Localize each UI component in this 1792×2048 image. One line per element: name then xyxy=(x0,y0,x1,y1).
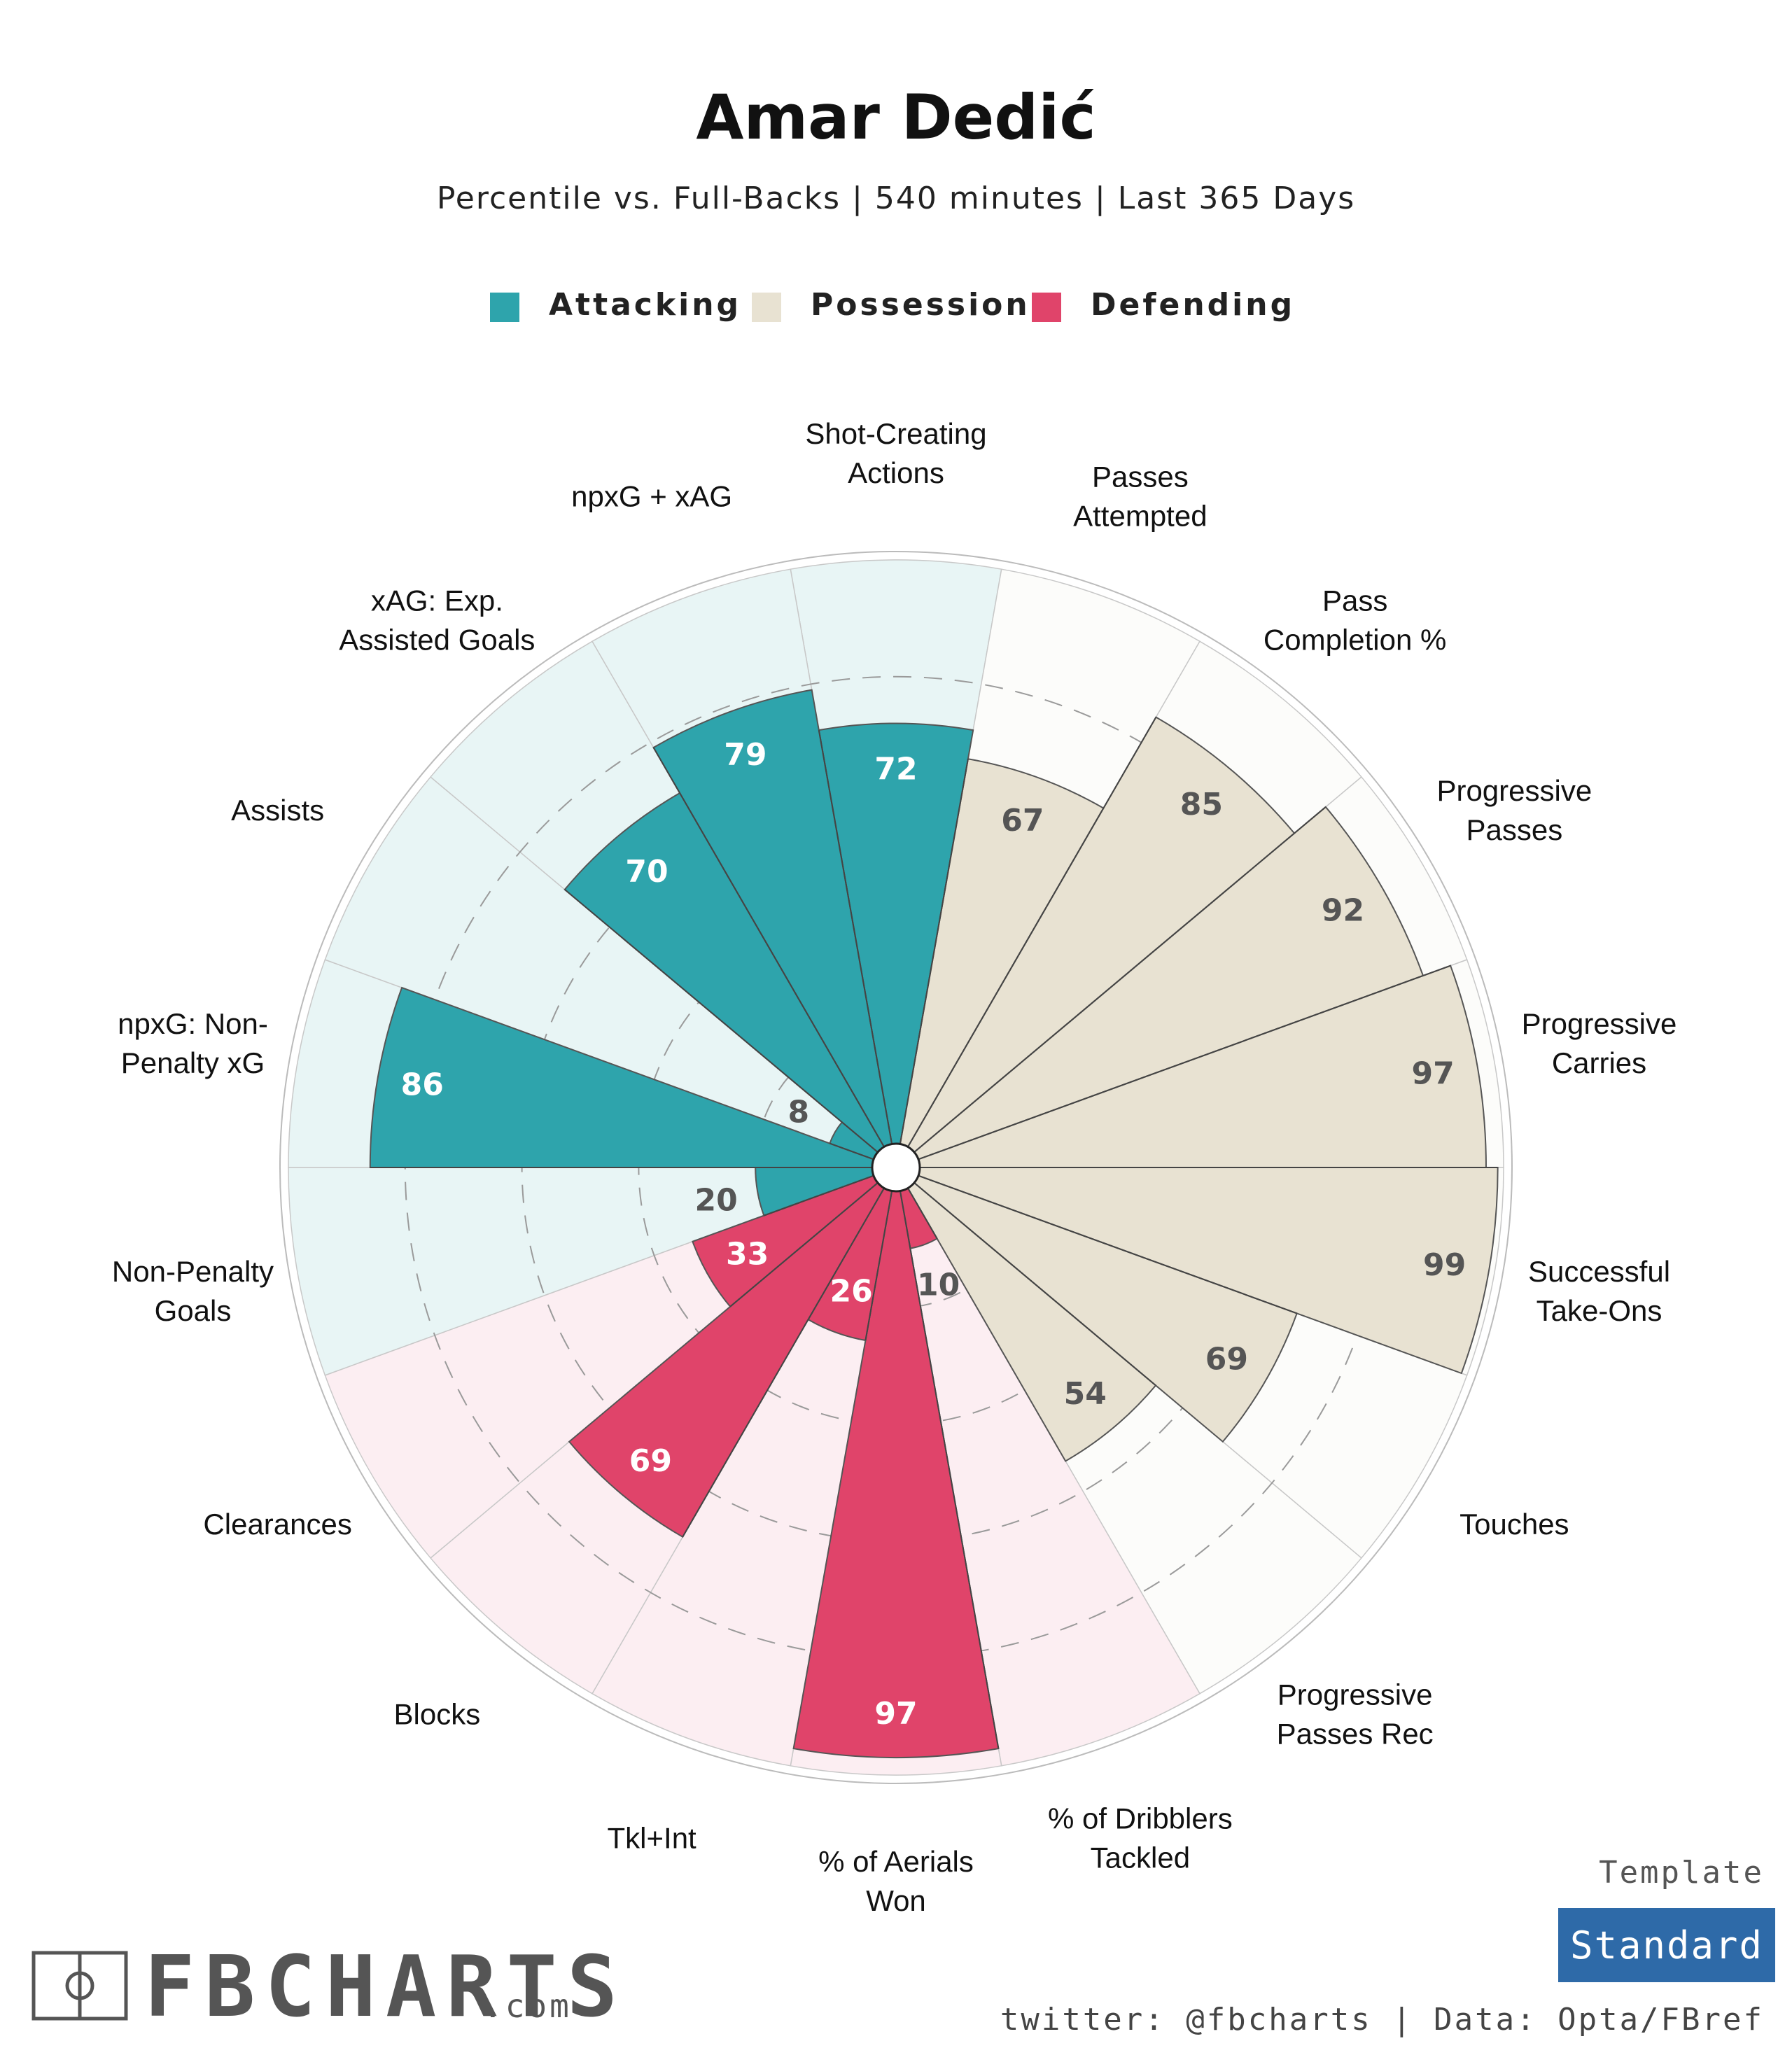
category-label: Progressive Passes xyxy=(1436,774,1592,846)
legend-label-possession: Possession xyxy=(811,287,1030,323)
value-label: 69 xyxy=(629,1443,672,1479)
outer-boundary xyxy=(279,551,1513,1784)
value-label: 97 xyxy=(874,1696,917,1732)
value-label: 67 xyxy=(1001,803,1044,839)
category-label: Pass Completion % xyxy=(1264,584,1446,657)
value-label: 86 xyxy=(401,1067,444,1103)
spoke-line xyxy=(682,1187,885,1538)
value-label: 85 xyxy=(1180,787,1223,822)
spoke-line xyxy=(918,1174,1298,1314)
spoke-line xyxy=(729,1182,878,1307)
value-label: 99 xyxy=(1423,1247,1466,1283)
spoke-line xyxy=(907,1187,938,1240)
category-label: % of Aerials Won xyxy=(818,1845,974,1917)
category-labels: Shot-Creating Actions Passes Attempted Pass C… xyxy=(112,417,1676,1917)
value-label: 8 xyxy=(788,1095,809,1130)
category-label: Touches xyxy=(1460,1508,1569,1541)
category-label: xAG: Exp. Assisted Goals xyxy=(339,584,535,657)
logo-suffix: .com xyxy=(483,1987,572,2025)
spoke-line xyxy=(818,729,893,1144)
value-labels: 72 67 85 92 97 99 69 54 10 97 26 69 33 20 86 8 70 79 xyxy=(401,737,1466,1732)
spoke-line xyxy=(913,806,1326,1153)
category-label: Assists xyxy=(231,794,324,827)
template-value: Standard xyxy=(1570,1923,1763,1968)
category-label: Non-Penalty Goals xyxy=(112,1255,274,1327)
value-label: 97 xyxy=(1412,1056,1455,1092)
logo-wordmark: FBCHARTS xyxy=(144,1939,627,2036)
category-label: Shot-Creating Actions xyxy=(805,417,986,489)
legend-swatch-attacking xyxy=(490,293,519,322)
template-label: Template xyxy=(1599,1855,1764,1891)
value-label: 10 xyxy=(917,1268,960,1303)
category-label: Blocks xyxy=(394,1697,481,1730)
value-label: 92 xyxy=(1322,892,1364,928)
category-label: % of Dribblers Tackled xyxy=(1048,1802,1233,1874)
chart-title: Amar Dedić xyxy=(696,81,1096,153)
spoke-line xyxy=(899,1191,1000,1749)
value-label: 72 xyxy=(874,752,917,787)
template-badge xyxy=(1558,1908,1775,1982)
fbcharts-logo: FBCHARTS .com xyxy=(31,1939,627,2036)
value-label: 26 xyxy=(830,1274,872,1310)
category-label: Clearances xyxy=(203,1508,351,1541)
category-label: Successful Take-Ons xyxy=(1528,1255,1670,1327)
spoke-line xyxy=(564,889,878,1153)
legend-label-attacking: Attacking xyxy=(549,287,741,323)
legend-label-defending: Defending xyxy=(1091,287,1295,323)
spoke-line xyxy=(907,717,1157,1148)
category-label: Tkl+Int xyxy=(608,1821,697,1854)
spoke-line xyxy=(830,1142,874,1160)
spoke-line xyxy=(899,759,969,1144)
category-label: npxG + xAG xyxy=(571,480,732,513)
center-hub xyxy=(871,1142,921,1193)
value-bars xyxy=(369,689,1499,1758)
spoke-line xyxy=(864,1191,893,1341)
value-label: 70 xyxy=(625,854,668,890)
spoke-line xyxy=(652,747,885,1148)
chart-subtitle: Percentile vs. Full-Backs | 540 minutes … xyxy=(437,181,1355,216)
value-label: 33 xyxy=(726,1237,769,1272)
spoke-line xyxy=(918,965,1451,1160)
category-label: npxG: Non-Penalty xG xyxy=(118,1007,268,1079)
legend-swatch-defending xyxy=(1032,293,1061,322)
legend-swatch-possession xyxy=(752,293,781,322)
category-label: Progressive Passes Rec xyxy=(1277,1678,1434,1750)
category-label: Passes Attempted xyxy=(1073,461,1207,533)
category-label: Progressive Carries xyxy=(1522,1007,1677,1079)
spoke-line xyxy=(763,1174,874,1216)
value-label: 54 xyxy=(1064,1376,1107,1412)
legend: Attacking Possession Defending xyxy=(490,287,1295,323)
value-label: 79 xyxy=(724,737,766,773)
outer-circle xyxy=(279,551,1513,1784)
value-label: 20 xyxy=(695,1182,738,1218)
credits-text: twitter: @fbcharts | Data: Opta/FBref xyxy=(1000,2002,1764,2038)
spoke-lines xyxy=(370,717,1498,1749)
value-label: 69 xyxy=(1205,1342,1248,1377)
spoke-line xyxy=(913,1182,1156,1387)
